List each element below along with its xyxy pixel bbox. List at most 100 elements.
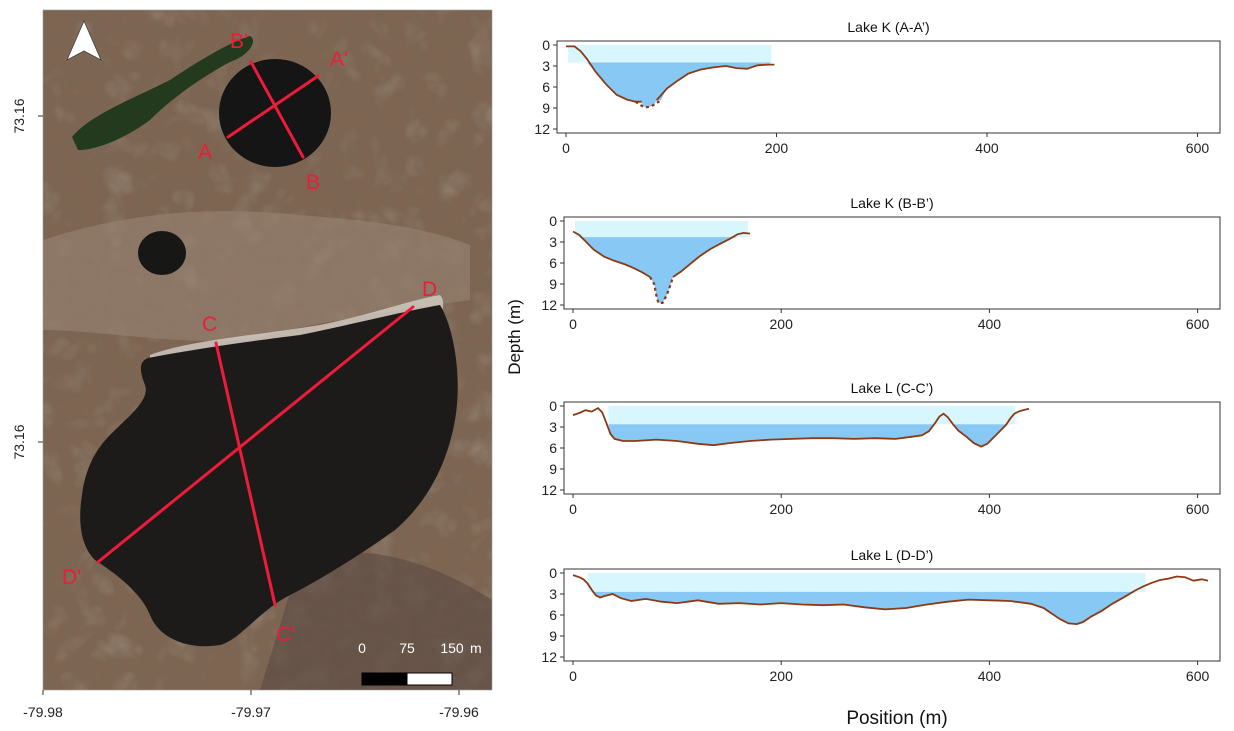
y-tick-label: 9: [542, 100, 550, 116]
profile-title: Lake L (D-D’): [851, 547, 934, 563]
plot-area: [572, 221, 751, 304]
label-d: D: [422, 278, 437, 301]
profile-title: Lake L (C-C’): [851, 380, 934, 396]
profile-panel-2: Lake K (B-B’) 0 3 6 9 12 0 200 400 600: [541, 195, 1221, 332]
y-tick-label: 3: [542, 58, 550, 74]
lake-l-shore: [150, 295, 444, 362]
upper-water: [587, 573, 1146, 592]
label-b: B: [306, 171, 320, 194]
transect-d: [96, 305, 415, 564]
scale-bar: 0 75 150 m: [358, 640, 482, 686]
profile-panel-4: Lake L (D-D’) 0 3 6 9 12 0 200 400 600: [541, 547, 1221, 684]
label-d-prime: D': [62, 566, 81, 589]
y-tick-label: 9: [549, 628, 557, 644]
lon-label-2: -79.97: [231, 704, 271, 720]
satellite-map: A A' B B' C C' D D' 0 75 150 m: [43, 10, 492, 690]
scale-tick-150: 150: [440, 640, 464, 656]
scale-tick-75: 75: [399, 640, 415, 656]
small-pond: [138, 231, 186, 275]
lower-water: [575, 237, 748, 303]
lon-label-1: -79.98: [23, 704, 63, 720]
lower-water: [568, 62, 772, 108]
profile-panel-1: Lake K (A-A’) 0 3 6 9 12 0 200 400 600: [534, 19, 1221, 156]
lake-bed-estimated: [634, 99, 662, 109]
y-tick-label: 12: [541, 482, 557, 498]
lower-water: [608, 424, 1016, 447]
scale-unit: m: [470, 640, 482, 656]
transect-c: [214, 341, 277, 607]
y-tick-label: 6: [549, 440, 557, 456]
y-tick-label: 12: [541, 649, 557, 665]
upper-water: [608, 406, 1016, 425]
x-tick-label: 0: [569, 316, 577, 332]
lake-bed-line: [655, 63, 775, 101]
upper-water: [575, 221, 748, 238]
north-arrow-icon: [66, 19, 102, 61]
x-axis-label: Position (m): [846, 708, 947, 729]
y-tick-label: 0: [542, 37, 550, 53]
lake-bed-line: [572, 406, 1030, 448]
y-axis-label: Depth (m): [505, 299, 524, 375]
y-tick-label: 9: [549, 461, 557, 477]
label-c: C: [202, 313, 217, 336]
transect-lines: [96, 60, 415, 607]
lake-bed-line: [572, 230, 651, 278]
scale-tick-0: 0: [358, 640, 366, 656]
scale-bar-light: [406, 672, 453, 686]
y-tick-label: 6: [542, 79, 550, 95]
x-tick-label: 400: [978, 668, 1002, 684]
profile-title: Lake K (B-B’): [850, 195, 933, 211]
y-tick-label: 12: [534, 121, 550, 137]
lat-label-2: 73.16: [11, 424, 27, 459]
lake-bed-line: [572, 574, 1209, 626]
lower-water: [587, 591, 1146, 625]
scale-bar-dark: [361, 672, 408, 686]
map-hills: [260, 552, 492, 690]
x-tick-label: 0: [569, 668, 577, 684]
transect-a: [226, 74, 320, 139]
y-tick-label: 3: [549, 586, 557, 602]
y-tick-label: 6: [549, 255, 557, 271]
plot-area: [572, 406, 1030, 448]
x-tick-label: 0: [562, 140, 570, 156]
y-tick-label: 12: [541, 297, 557, 313]
label-a: A: [198, 141, 212, 164]
x-tick-label: 200: [770, 316, 794, 332]
x-tick-label: 400: [978, 501, 1002, 517]
lake-bed-line: [672, 231, 751, 278]
plot-area: [572, 573, 1209, 626]
y-tick-label: 9: [549, 276, 557, 292]
upper-water: [568, 45, 772, 63]
map-frame: [42, 9, 493, 691]
x-tick-label: 200: [770, 501, 794, 517]
lake-l: [80, 305, 458, 647]
x-tick-label: 600: [1186, 668, 1210, 684]
y-tick-label: 0: [549, 398, 557, 414]
plot-area: [566, 45, 775, 109]
label-a-prime: A': [330, 48, 348, 71]
map-axes: [38, 115, 460, 695]
lon-label-3: -79.96: [439, 704, 479, 720]
transect-b: [249, 60, 305, 159]
x-tick-label: 0: [569, 501, 577, 517]
x-tick-label: 200: [765, 140, 789, 156]
label-c-prime: C': [276, 623, 295, 646]
y-tick-label: 0: [549, 565, 557, 581]
label-b-prime: B': [230, 30, 248, 53]
y-tick-label: 0: [549, 213, 557, 229]
y-tick-label: 3: [549, 234, 557, 250]
x-tick-label: 600: [1186, 140, 1210, 156]
x-tick-label: 400: [975, 140, 999, 156]
lake-bed-line: [566, 45, 642, 103]
x-tick-label: 600: [1186, 501, 1210, 517]
y-tick-label: 6: [549, 607, 557, 623]
lake-bed-estimated: [649, 276, 674, 304]
profile-title: Lake K (A-A’): [847, 19, 929, 35]
y-tick-label: 3: [549, 419, 557, 435]
lat-label-1: 73.16: [11, 98, 27, 133]
x-tick-label: 200: [770, 668, 794, 684]
x-tick-label: 600: [1186, 316, 1210, 332]
lake-k: [219, 59, 331, 167]
